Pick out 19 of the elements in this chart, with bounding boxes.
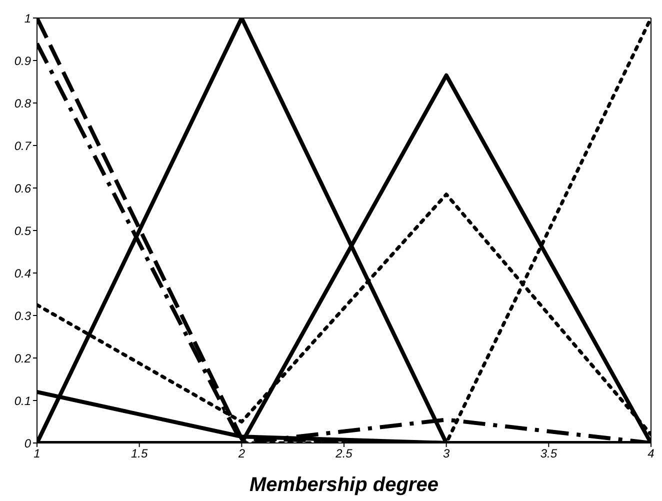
y-tick-label: 1 bbox=[24, 11, 31, 26]
x-tick-label: 4 bbox=[648, 446, 655, 461]
y-tick-label: 0 bbox=[24, 436, 32, 450]
y-tick-label: 0.4 bbox=[14, 266, 32, 280]
x-tick-label: 3 bbox=[442, 446, 450, 461]
y-tick-label: 0.7 bbox=[14, 138, 32, 153]
x-tick-label: 2 bbox=[237, 446, 246, 461]
y-tick-label: 0.5 bbox=[14, 224, 32, 238]
y-tick-label: 0.9 bbox=[14, 54, 32, 68]
y-tick-label: 0.2 bbox=[14, 351, 32, 366]
y-tick-label: 0.3 bbox=[14, 308, 32, 323]
x-tick-label: 3.5 bbox=[540, 446, 558, 461]
x-tick-label: 1.5 bbox=[130, 446, 148, 461]
y-tick-label: 0.6 bbox=[14, 181, 32, 196]
x-tick-label: 1 bbox=[34, 446, 40, 461]
x-tick-label: 2.5 bbox=[334, 446, 353, 461]
y-tick-label: 0.8 bbox=[14, 96, 32, 110]
y-tick-label: 0.1 bbox=[14, 394, 31, 408]
x-axis-title: Membership degree bbox=[250, 474, 438, 496]
